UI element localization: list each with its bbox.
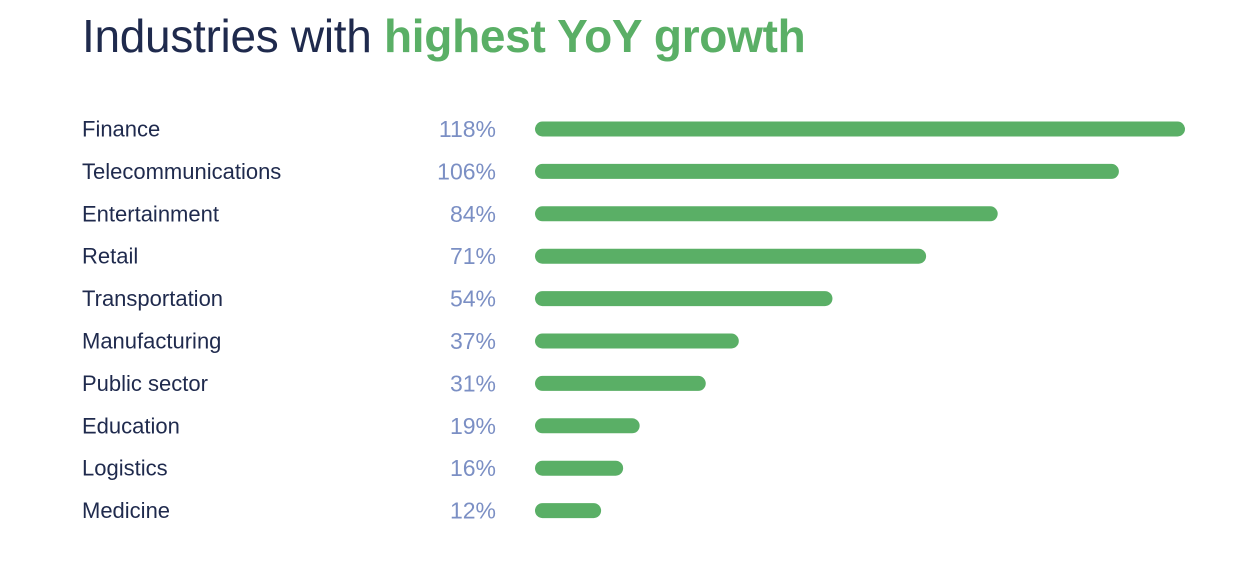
bar xyxy=(535,503,602,519)
category-label: Entertainment xyxy=(82,201,219,226)
bar xyxy=(535,375,706,391)
chart-title-part1: Industries with xyxy=(82,10,384,62)
value-label: 54% xyxy=(450,286,496,312)
value-label: 12% xyxy=(450,498,496,524)
bar xyxy=(535,460,624,476)
category-labels: Finance Telecommunications Entertainment Re… xyxy=(82,117,281,524)
value-label: 84% xyxy=(450,201,496,227)
bar xyxy=(535,248,927,264)
category-label: Telecommunications xyxy=(82,159,281,184)
bar xyxy=(535,418,640,434)
value-label: 37% xyxy=(450,328,496,354)
chart-title-highlight: highest YoY growth xyxy=(384,10,806,62)
category-label: Finance xyxy=(82,117,160,142)
value-label: 19% xyxy=(450,413,496,439)
value-label: 71% xyxy=(450,243,496,269)
category-label: Logistics xyxy=(82,456,168,481)
category-label: Medicine xyxy=(82,498,170,523)
bar xyxy=(535,333,739,349)
bar xyxy=(535,206,998,222)
value-label: 31% xyxy=(450,370,496,396)
bar xyxy=(535,291,833,307)
bar xyxy=(535,163,1119,179)
category-label: Manufacturing xyxy=(82,329,221,354)
bars xyxy=(535,121,1185,519)
category-label: Public sector xyxy=(82,371,208,396)
category-label: Transportation xyxy=(82,286,223,311)
value-label: 16% xyxy=(450,455,496,481)
bar xyxy=(535,121,1185,137)
value-label: 106% xyxy=(437,158,496,184)
value-label: 118% xyxy=(439,116,496,142)
category-label: Retail xyxy=(82,244,138,269)
category-label: Education xyxy=(82,413,180,438)
value-labels: 118% 106% 84% 71% 54% 37% 31% 19% 16% 12% xyxy=(437,116,496,524)
chart-title: Industries with highest YoY growth xyxy=(82,6,806,66)
